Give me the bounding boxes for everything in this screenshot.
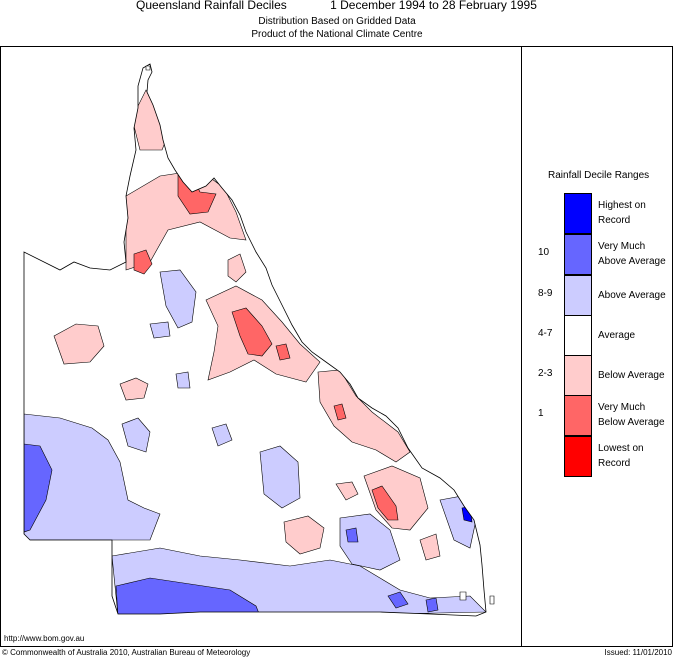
legend-range: 1 [538,408,544,419]
legend-swatch [564,395,592,436]
queensland-decile-map [23,63,495,617]
legend-item-above-average: 8-9 Above Average [538,275,674,316]
legend-item-very-much-above-average: 10 Very Much Above Average [538,234,674,275]
legend-swatch [564,315,592,356]
legend-label: Highest on Record [598,200,646,226]
map-header: Queensland Rainfall Deciles 1 December 1… [0,0,674,46]
legend-label: Below Average [598,370,665,381]
map-period: 1 December 1994 to 28 February 1995 [330,0,537,12]
legend-swatch [564,436,592,477]
legend-item-highest-on-record: Highest on Record [538,193,674,234]
bom-url-link[interactable]: http://www.bom.gov.au [4,634,85,643]
legend-range: 4-7 [538,328,553,339]
legend-item-lowest-on-record: Lowest on Record [538,436,674,477]
legend-swatch [564,355,592,396]
legend-range: 10 [538,247,550,258]
legend-label: Average [598,330,636,341]
legend-label: Very Much Below Average [598,402,665,428]
copyright-notice: © Commonwealth of Australia 2010, Austra… [2,648,251,657]
issued-date: Issued: 11/01/2010 [604,648,672,657]
legend-divider [521,46,522,647]
legend-swatch [564,234,592,275]
legend-item-very-much-below-average: 1 Very Much Below Average [538,395,674,436]
legend-label: Lowest on Record [598,443,644,469]
legend-label: Above Average [598,290,666,301]
legend-range: 2-3 [538,368,553,379]
legend-swatch [564,275,592,316]
legend-item-below-average: 2-3 Below Average [538,355,674,396]
map-frame [0,46,673,647]
map-subtitle-distribution: Distribution Based on Gridded Data [258,16,416,27]
legend-range: 8-9 [538,288,553,299]
legend-swatch [564,193,592,234]
legend-title: Rainfall Decile Ranges [548,170,650,181]
legend-label: Very Much Above Average [598,241,666,267]
legend-item-average: 4-7 Average [538,315,674,356]
map-title: Queensland Rainfall Deciles [136,0,287,12]
map-subtitle-product: Product of the National Climate Centre [251,29,423,40]
